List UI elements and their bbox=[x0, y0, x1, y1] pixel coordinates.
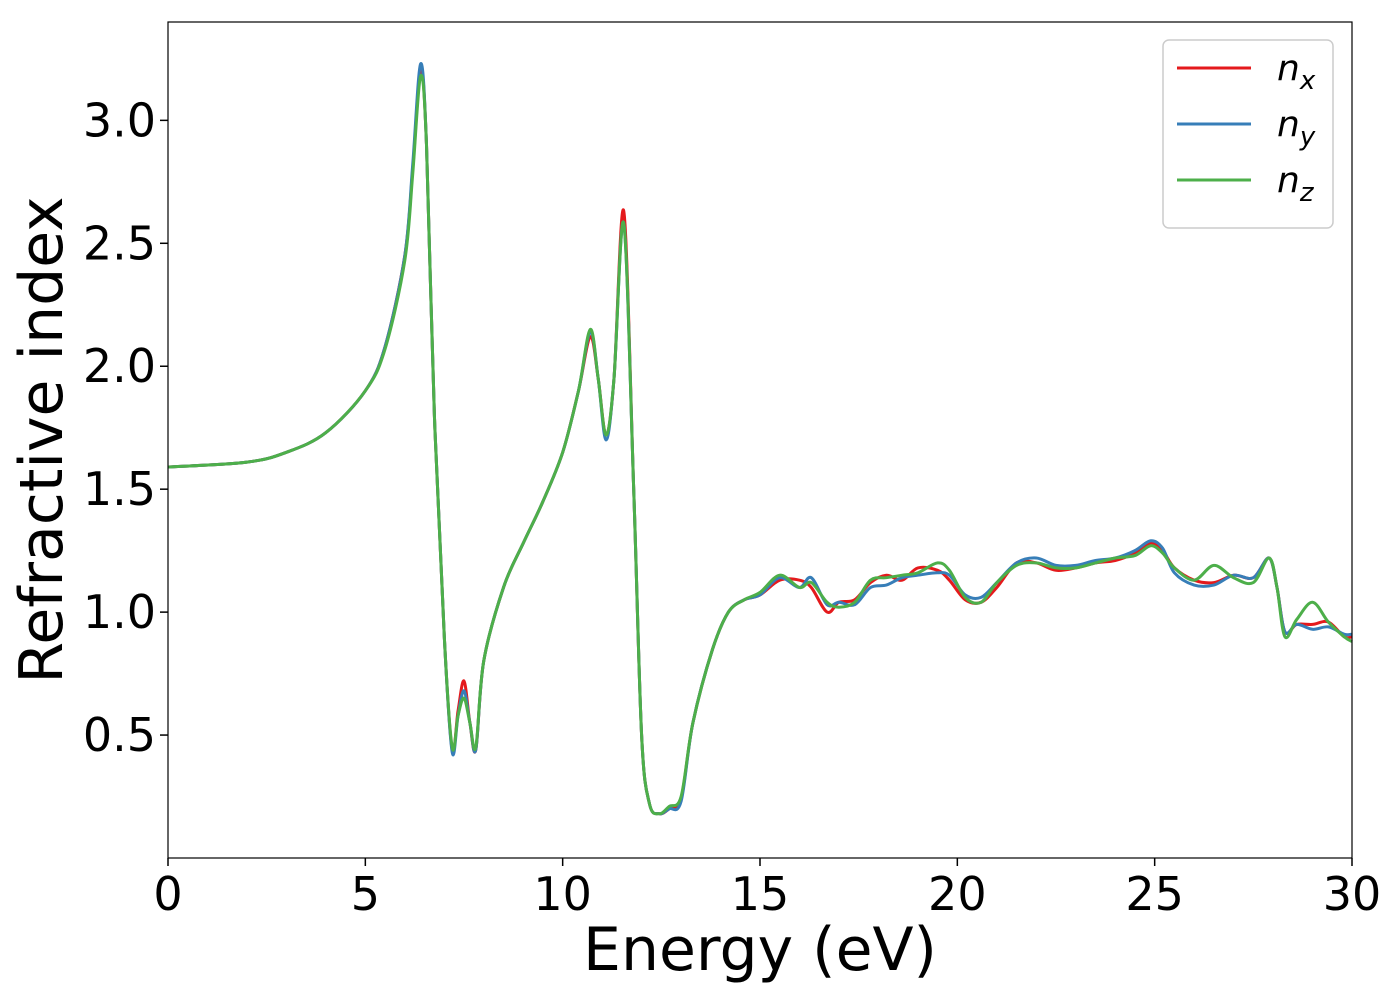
legend-label-base: n bbox=[1277, 104, 1300, 145]
x-tick-label: 30 bbox=[1323, 867, 1382, 921]
legend-label-subscript: x bbox=[1299, 66, 1316, 96]
y-tick-label: 2.0 bbox=[83, 339, 156, 393]
x-tick-label: 0 bbox=[153, 867, 182, 921]
series-layer bbox=[167, 62, 1353, 816]
y-tick-label: 1.5 bbox=[83, 462, 156, 516]
x-axis-ticks: 0 5 10 15 20 25 30 bbox=[153, 858, 1381, 921]
series-line-z bbox=[167, 73, 1353, 816]
legend-label-y: ny bbox=[1277, 104, 1316, 152]
legend-label-z: nz bbox=[1277, 160, 1315, 208]
x-tick-label: 10 bbox=[533, 867, 592, 921]
legend-label-subscript: z bbox=[1299, 178, 1315, 208]
y-axis-ticks: 0.5 1.0 1.5 2.0 2.5 3.0 bbox=[83, 93, 168, 762]
legend-label-subscript: y bbox=[1299, 122, 1316, 152]
y-tick-label: 3.0 bbox=[83, 93, 156, 147]
y-axis-label: Refractive index bbox=[7, 196, 77, 683]
x-tick-label: 5 bbox=[351, 867, 380, 921]
y-tick-label: 2.5 bbox=[83, 216, 156, 270]
x-axis-label: Energy (eV) bbox=[583, 915, 937, 985]
y-tick-label: 1.0 bbox=[83, 585, 156, 639]
legend-label-x: nx bbox=[1277, 48, 1316, 96]
legend-label-base: n bbox=[1277, 48, 1300, 89]
x-tick-label: 15 bbox=[731, 867, 790, 921]
y-tick-label: 0.5 bbox=[83, 708, 156, 762]
x-tick-label: 25 bbox=[1125, 867, 1184, 921]
legend-label-base: n bbox=[1277, 160, 1300, 201]
x-tick-label: 20 bbox=[928, 867, 987, 921]
